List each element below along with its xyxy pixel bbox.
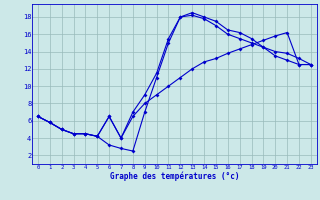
X-axis label: Graphe des températures (°c): Graphe des températures (°c) xyxy=(110,171,239,181)
